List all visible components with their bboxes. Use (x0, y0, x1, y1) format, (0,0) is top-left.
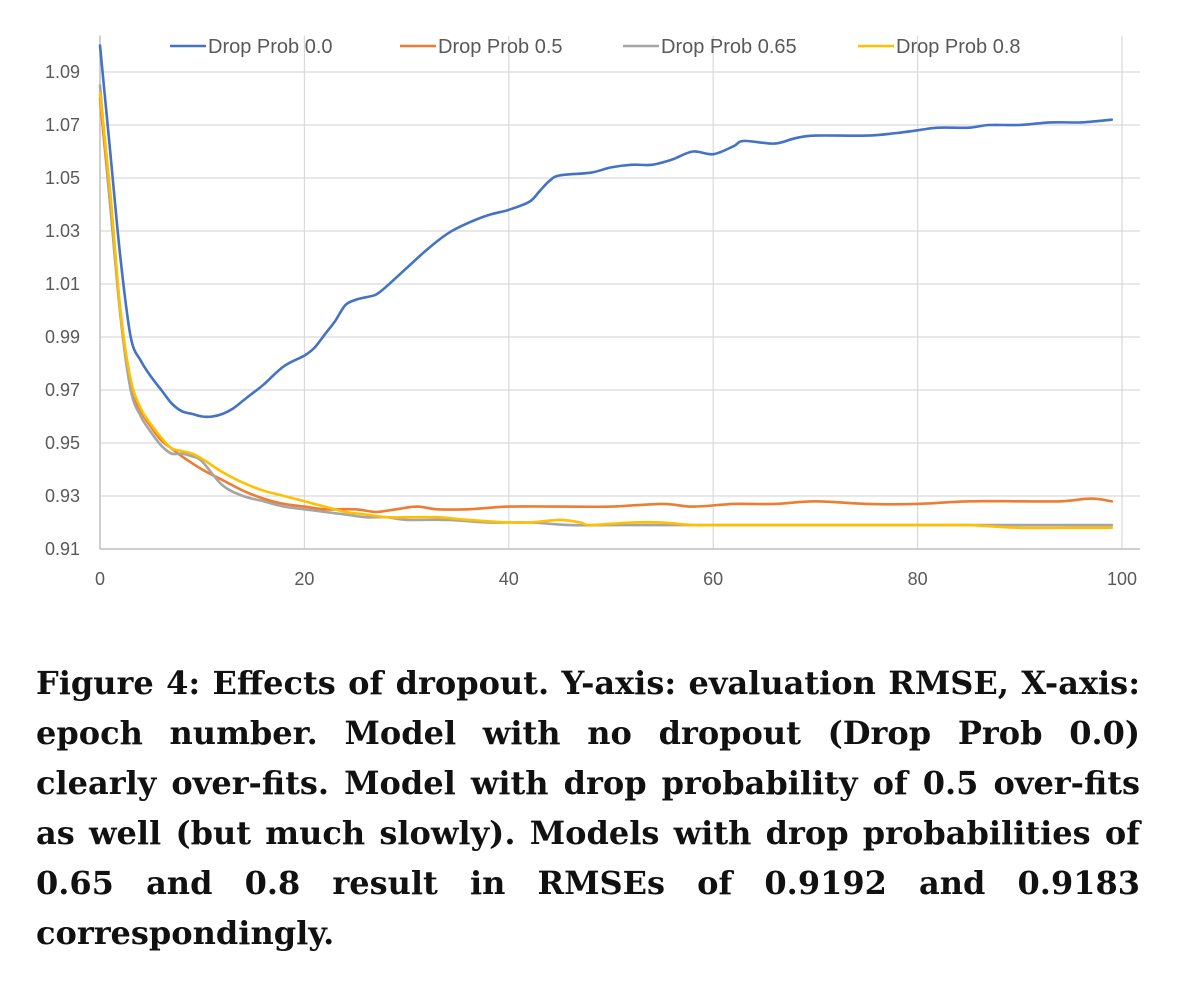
y-tick-label: 1.03 (45, 221, 80, 241)
series-line-drop-prob-0-8 (98, 91, 1114, 530)
y-tick-label: 0.95 (45, 433, 80, 453)
legend-item-drop-prob-0-0: Drop Prob 0.0 (170, 36, 333, 58)
legend-label: Drop Prob 0.0 (208, 36, 333, 58)
legend: Drop Prob 0.0 Drop Prob 0.5 Drop Prob 0.65… (170, 36, 1021, 58)
x-tick-label: 80 (908, 569, 928, 589)
x-tick-label: 60 (703, 569, 723, 589)
series-line-drop-prob-0-0 (98, 44, 1114, 419)
y-tick-label: 1.05 (45, 168, 80, 188)
y-tick-label: 1.01 (45, 274, 80, 294)
y-tick-label: 1.07 (45, 115, 80, 135)
legend-label: Drop Prob 0.65 (661, 36, 797, 58)
x-tick-label: 100 (1107, 569, 1137, 589)
series-line-drop-prob-0-5 (98, 97, 1114, 514)
x-tick-label: 20 (294, 569, 314, 589)
legend-item-drop-prob-0-8: Drop Prob 0.8 (858, 36, 1021, 58)
legend-item-drop-prob-0-65: Drop Prob 0.65 (623, 36, 797, 58)
series-line-drop-prob-0-65 (98, 84, 1114, 527)
y-tick-label: 0.91 (45, 539, 80, 559)
x-tick-labels: 0 20 40 60 80 100 (95, 569, 1137, 589)
x-tick-label: 0 (95, 569, 105, 589)
y-tick-label: 1.09 (45, 62, 80, 82)
axes (99, 35, 1140, 550)
x-tick-label: 40 (499, 569, 519, 589)
gridlines (100, 35, 1140, 549)
series-lines (98, 44, 1114, 530)
y-tick-label: 0.99 (45, 327, 80, 347)
y-tick-label: 0.93 (45, 486, 80, 506)
y-tick-label: 0.97 (45, 380, 80, 400)
figure-caption: Figure 4: Effects of dropout. Y-axis: ev… (36, 664, 1140, 952)
legend-label: Drop Prob 0.8 (896, 36, 1021, 58)
legend-item-drop-prob-0-5: Drop Prob 0.5 (400, 36, 563, 58)
y-tick-labels: 0.91 0.93 0.95 0.97 0.99 1.01 1.03 1.05 1.07 1.09 (45, 62, 80, 559)
legend-label: Drop Prob 0.5 (438, 36, 563, 58)
line-chart: 0.91 0.93 0.95 0.97 0.99 1.01 1.03 1.05 1.07 1.09… (45, 35, 1140, 589)
